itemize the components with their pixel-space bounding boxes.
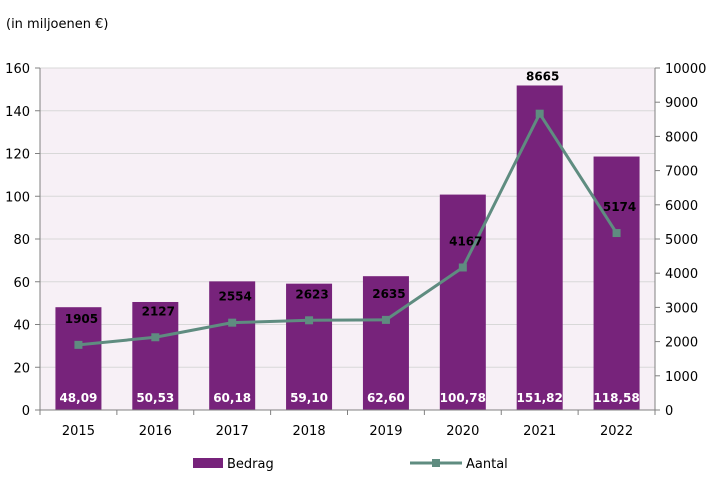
aantal-line [78,112,618,347]
y-right-tick-label: 7000 [665,165,698,180]
aantal-point-2021 [535,109,544,118]
bar-2021 [516,85,563,411]
y-left-tick-label: 80 [13,233,30,248]
bar-value-label: 60,18 [213,391,251,405]
bar-2015 [55,307,102,410]
y-right-tick-label: 5000 [665,233,698,248]
legend-label-bedrag: Bedrag [227,457,274,472]
aantal-point-2017 [228,318,237,327]
y-right-tick-label: 8000 [665,130,698,145]
x-tick-label: 2015 [62,424,95,439]
y-right-tick-label: 3000 [665,301,698,316]
aantal-point-2016 [151,333,160,342]
y-left-tick-label: 0 [22,404,30,419]
y-right-tick-label: 0 [665,404,673,419]
y-left-tick-label: 100 [5,190,30,205]
bars: 48,09 50,53 60,18 59,10 62,60 100,78 151,82 118… [55,85,640,411]
aantal-value-label: 2635 [372,287,405,301]
bar-2017 [209,281,256,410]
y-right-tick-label: 4000 [665,267,698,282]
legend-marker-aantal [432,459,440,467]
bar-value-label: 48,09 [59,391,97,405]
unit-label: (in miljoenen €) [6,17,108,32]
bar-2022 [593,156,640,410]
bar-value-label: 100,78 [440,391,486,405]
y-left-tick-label: 20 [13,361,30,376]
x-tick-label: 2016 [139,424,172,439]
x-tick-label: 2017 [216,424,249,439]
aantal-point-2018 [305,316,314,325]
bar-value-label: 151,82 [517,391,563,405]
aantal-point-2019 [381,315,390,324]
y-right-tick-label: 10000 [665,62,706,77]
y-left-tick-label: 120 [5,148,30,163]
aantal-point-2022 [612,229,621,238]
x-tick-label: 2022 [600,424,633,439]
line-series: 1905 2127 2554 2623 2635 4167 8665 5174 [65,70,636,349]
y-left-tick-label: 160 [5,62,30,77]
bar-value-label: 118,58 [593,391,639,405]
aantal-value-label: 4167 [449,234,482,248]
y-right-tick-label: 6000 [665,199,698,214]
x-tick-label: 2021 [523,424,556,439]
axes: 0 20 40 60 80 100 120 140 160 0 1000 2000 3000 4000 50… [5,62,706,439]
y-left-tick-label: 60 [13,276,30,291]
y-left-tick-label: 40 [13,319,30,334]
legend: Bedrag Aantal [193,457,508,472]
bar-2018 [286,283,333,410]
bar-2020 [439,194,486,410]
aantal-value-label: 1905 [65,312,98,326]
x-tick-label: 2019 [369,424,402,439]
bar-2019 [362,276,409,410]
aantal-point-2020 [458,263,467,272]
y-right-tick-label: 2000 [665,336,698,351]
legend-swatch-bedrag [193,458,223,468]
bar-value-label: 50,53 [136,391,174,405]
y-right-tick-label: 1000 [665,370,698,385]
bar-2016 [132,301,179,410]
aantal-value-label: 2554 [218,290,251,304]
bar-value-label: 62,60 [367,391,405,405]
aantal-value-label: 8665 [526,70,559,84]
y-right-tick-label: 9000 [665,96,698,111]
y-left-tick-label: 140 [5,105,30,120]
aantal-point-2015 [74,340,83,349]
aantal-value-label: 2127 [142,304,175,318]
aantal-value-label: 5174 [603,200,636,214]
x-tick-label: 2018 [293,424,326,439]
legend-label-aantal: Aantal [466,457,508,472]
bar-value-label: 59,10 [290,391,328,405]
x-tick-label: 2020 [446,424,479,439]
aantal-value-label: 2623 [295,287,328,301]
